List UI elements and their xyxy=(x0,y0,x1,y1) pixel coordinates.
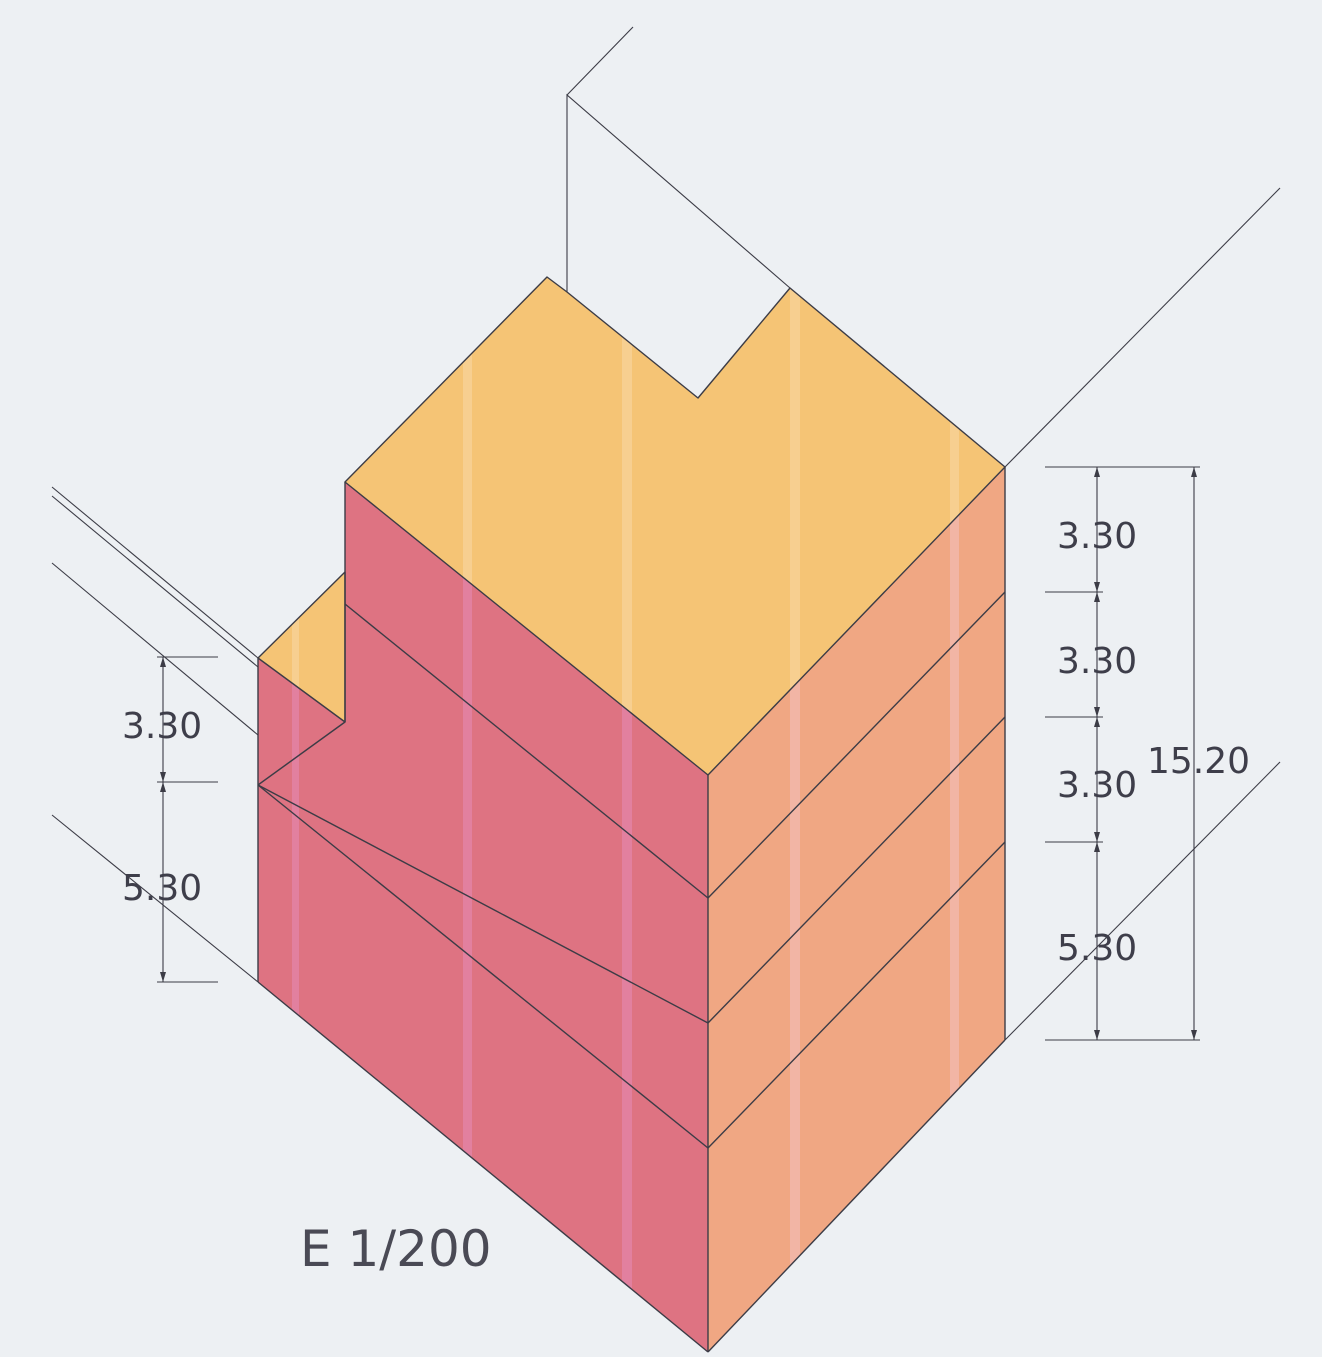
roof-upper-face xyxy=(345,277,1005,775)
total-height-label: 15.20 xyxy=(1147,741,1250,782)
floor-line xyxy=(257,784,709,1024)
dimension-arrow xyxy=(1191,1030,1197,1040)
building-massing xyxy=(258,277,1005,1352)
floor-line xyxy=(257,721,346,786)
stripe xyxy=(790,277,800,775)
dimension-label: 3.30 xyxy=(1057,765,1137,806)
dimension-label: 3.30 xyxy=(1057,641,1137,682)
front-facade xyxy=(258,482,708,1352)
side-facade xyxy=(708,467,1005,1352)
stripe xyxy=(790,467,800,1352)
floor-line xyxy=(257,784,709,1149)
context-line xyxy=(1004,187,1281,468)
context-lines xyxy=(51,26,1281,1041)
dimension-arrow xyxy=(1094,1030,1100,1040)
dimension-arrow xyxy=(1094,467,1100,477)
stripe xyxy=(463,277,472,775)
texture-stripes xyxy=(292,277,959,1352)
dimension-arrow xyxy=(1094,832,1100,842)
dimension-arrow xyxy=(1094,717,1100,727)
neighbor-block-outline xyxy=(566,93,791,292)
base-line-front xyxy=(257,981,709,1353)
base-line-side xyxy=(707,1039,1006,1353)
dimension-label: 3.30 xyxy=(1057,516,1137,557)
context-line xyxy=(51,562,259,736)
dimension-label: 5.30 xyxy=(1057,928,1137,969)
context-line xyxy=(51,486,259,659)
dimension-arrow xyxy=(160,972,166,982)
roof-upper-outline xyxy=(344,276,1006,776)
stripe xyxy=(950,467,959,1352)
dimension-arrow xyxy=(160,772,166,782)
context-line xyxy=(51,814,259,983)
dimension-arrow xyxy=(1094,592,1100,602)
dimension-arrow xyxy=(1094,582,1100,592)
dimension-arrow xyxy=(160,657,166,667)
dimension-label: 5.30 xyxy=(122,868,202,909)
right-dimension-chain: 3.30 3.30 3.30 5.30 15.20 xyxy=(1045,466,1250,1041)
dimension-arrow xyxy=(1094,842,1100,852)
scale-label: E 1/200 xyxy=(300,1220,492,1278)
stripe xyxy=(463,482,472,1352)
floor-line xyxy=(344,603,709,899)
stripe xyxy=(622,482,632,1352)
context-line xyxy=(1004,761,1281,1041)
roof-lower-face xyxy=(258,572,345,722)
dimension-label: 3.30 xyxy=(122,706,202,747)
floor-line xyxy=(707,591,1006,899)
context-line xyxy=(566,26,634,96)
stripe xyxy=(292,482,299,1352)
building-edges xyxy=(257,276,1006,1353)
dimension-arrow xyxy=(1094,707,1100,717)
context-line xyxy=(51,495,259,668)
floor-line xyxy=(707,841,1006,1149)
stripe xyxy=(622,277,632,775)
dimension-arrow xyxy=(160,782,166,792)
dimension-arrow xyxy=(1191,467,1197,477)
stripe xyxy=(292,572,299,722)
floor-line xyxy=(707,716,1006,1024)
left-dimension-chain: 3.30 5.30 xyxy=(122,656,218,983)
